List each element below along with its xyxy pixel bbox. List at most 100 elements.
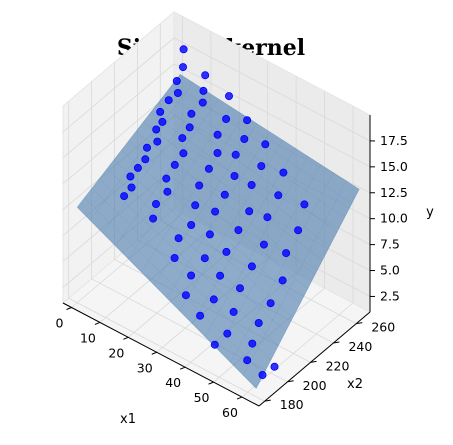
data-point	[231, 150, 240, 159]
data-point	[223, 329, 232, 338]
axis-ticks: 0 10 20 30 40 50 60 180 200 220 240 260 2.5 5.0 7.5 10.…	[56, 133, 408, 420]
x1-tick	[208, 381, 214, 385]
data-points	[120, 45, 309, 379]
data-point	[243, 116, 252, 125]
data-point	[229, 307, 238, 316]
x1-tick-label: 20	[108, 345, 124, 360]
data-point	[211, 207, 220, 216]
data-point	[170, 160, 179, 169]
surface-mesh-line	[143, 121, 323, 261]
data-point	[259, 240, 268, 249]
data-point	[141, 155, 150, 164]
data-point	[149, 214, 158, 223]
data-point	[248, 339, 257, 348]
x2-axis-line	[258, 311, 371, 407]
data-point	[278, 276, 287, 285]
y-tick-label: 12.5	[380, 185, 408, 200]
data-point	[209, 295, 218, 304]
data-point	[222, 247, 231, 256]
data-point	[158, 117, 167, 126]
surface-mesh-line	[166, 131, 270, 298]
data-point	[230, 171, 239, 180]
surface-mesh-line	[115, 98, 219, 247]
x2-tick-label: 200	[303, 378, 327, 393]
y-tick-label: 17.5	[380, 133, 408, 148]
x2-tick	[287, 380, 294, 383]
surface-mesh-line	[113, 159, 294, 318]
data-point	[172, 77, 181, 86]
x1-tick-label: 50	[194, 390, 210, 405]
data-point	[274, 191, 283, 200]
surface-mesh-line	[91, 188, 272, 361]
data-point	[247, 262, 256, 271]
x2-tick-label: 180	[280, 397, 304, 412]
data-point	[282, 249, 291, 258]
data-point	[187, 220, 196, 229]
data-point	[270, 362, 279, 371]
surface-mesh-line	[140, 115, 245, 273]
x1-tick	[236, 396, 243, 400]
x1-tick-label: 0	[56, 315, 64, 330]
data-point	[234, 226, 243, 235]
x2-tick-label: 240	[348, 339, 372, 354]
data-point	[198, 98, 207, 107]
x1-tick	[179, 366, 186, 370]
data-point	[220, 190, 229, 199]
y-axis-label: y	[426, 205, 434, 220]
x1-tick-label: 60	[222, 405, 238, 420]
data-point	[294, 226, 303, 235]
surface-mesh-line	[121, 150, 301, 304]
surface-mesh-line	[89, 82, 194, 221]
data-point	[199, 86, 208, 95]
data-point	[178, 134, 187, 143]
data-point	[152, 125, 161, 134]
data-point	[162, 174, 171, 183]
data-point	[240, 134, 249, 143]
data-point	[164, 96, 173, 105]
data-point	[120, 192, 129, 201]
data-point	[210, 340, 219, 349]
surface-mesh-line	[204, 156, 309, 337]
y-tick-label: 7.5	[380, 237, 400, 252]
data-point	[254, 318, 263, 327]
x1-tick-label: 10	[80, 330, 96, 345]
data-point	[243, 356, 252, 365]
surface-plane	[76, 73, 360, 389]
data-point	[178, 63, 187, 72]
x1-axis-label: x1	[120, 412, 136, 427]
data-point	[179, 149, 188, 158]
data-point	[213, 130, 222, 139]
data-point	[200, 254, 209, 263]
data-point	[300, 200, 309, 209]
data-point	[126, 172, 135, 181]
data-point	[173, 89, 182, 98]
data-point	[142, 143, 151, 152]
data-point	[153, 137, 162, 146]
gridline-y	[68, 101, 265, 402]
data-point	[196, 311, 205, 320]
data-point	[266, 299, 275, 308]
data-point	[187, 271, 196, 280]
data-point	[224, 92, 233, 101]
x2-tick	[333, 341, 340, 344]
x1-tick-label: 30	[137, 360, 153, 375]
surface-mesh-line	[217, 164, 322, 350]
data-point	[257, 162, 266, 171]
data-point	[151, 199, 160, 208]
gridline-x	[241, 106, 354, 398]
data-point	[170, 253, 179, 262]
data-point	[156, 107, 165, 116]
gridline-z	[62, 37, 371, 142]
y-tick-label: 2.5	[380, 288, 400, 303]
x1-tick	[94, 321, 101, 325]
data-point	[185, 123, 194, 132]
data-point	[216, 271, 225, 280]
x1-tick	[123, 336, 129, 340]
surface-mesh-line	[84, 197, 264, 375]
x2-tick	[264, 399, 271, 402]
y-tick-label: 10.0	[380, 211, 408, 226]
data-point	[179, 45, 188, 54]
data-point	[204, 164, 213, 173]
data-point	[247, 180, 256, 189]
